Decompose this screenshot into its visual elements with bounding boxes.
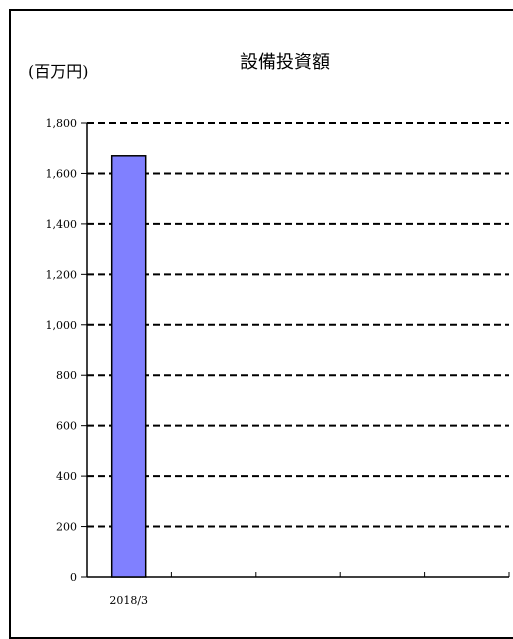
axes	[81, 122, 510, 578]
x-tick-label: 2018/3	[109, 594, 148, 607]
y-tick-label: 800	[56, 369, 77, 382]
tick-labels: 0 200 400 600 800 1,000 1,200 1,400 1,600 1,800 20…	[46, 117, 149, 607]
y-tick-label: 1,600	[46, 167, 78, 180]
bar	[110, 155, 147, 578]
y-tick-label: 1,400	[46, 218, 78, 231]
y-tick-label: 1,000	[46, 319, 78, 332]
y-tick-label: 1,200	[46, 268, 78, 281]
y-tick-label: 1,800	[46, 117, 78, 130]
y-tick-label: 400	[56, 470, 77, 483]
gridlines	[87, 122, 509, 528]
y-tick-label: 200	[56, 521, 77, 534]
y-tick-label: 0	[70, 571, 77, 584]
y-tick-label: 600	[56, 420, 77, 433]
bars	[110, 155, 147, 578]
chart-title: 設備投資額	[240, 52, 330, 73]
unit-label: (百万円)	[28, 62, 89, 81]
